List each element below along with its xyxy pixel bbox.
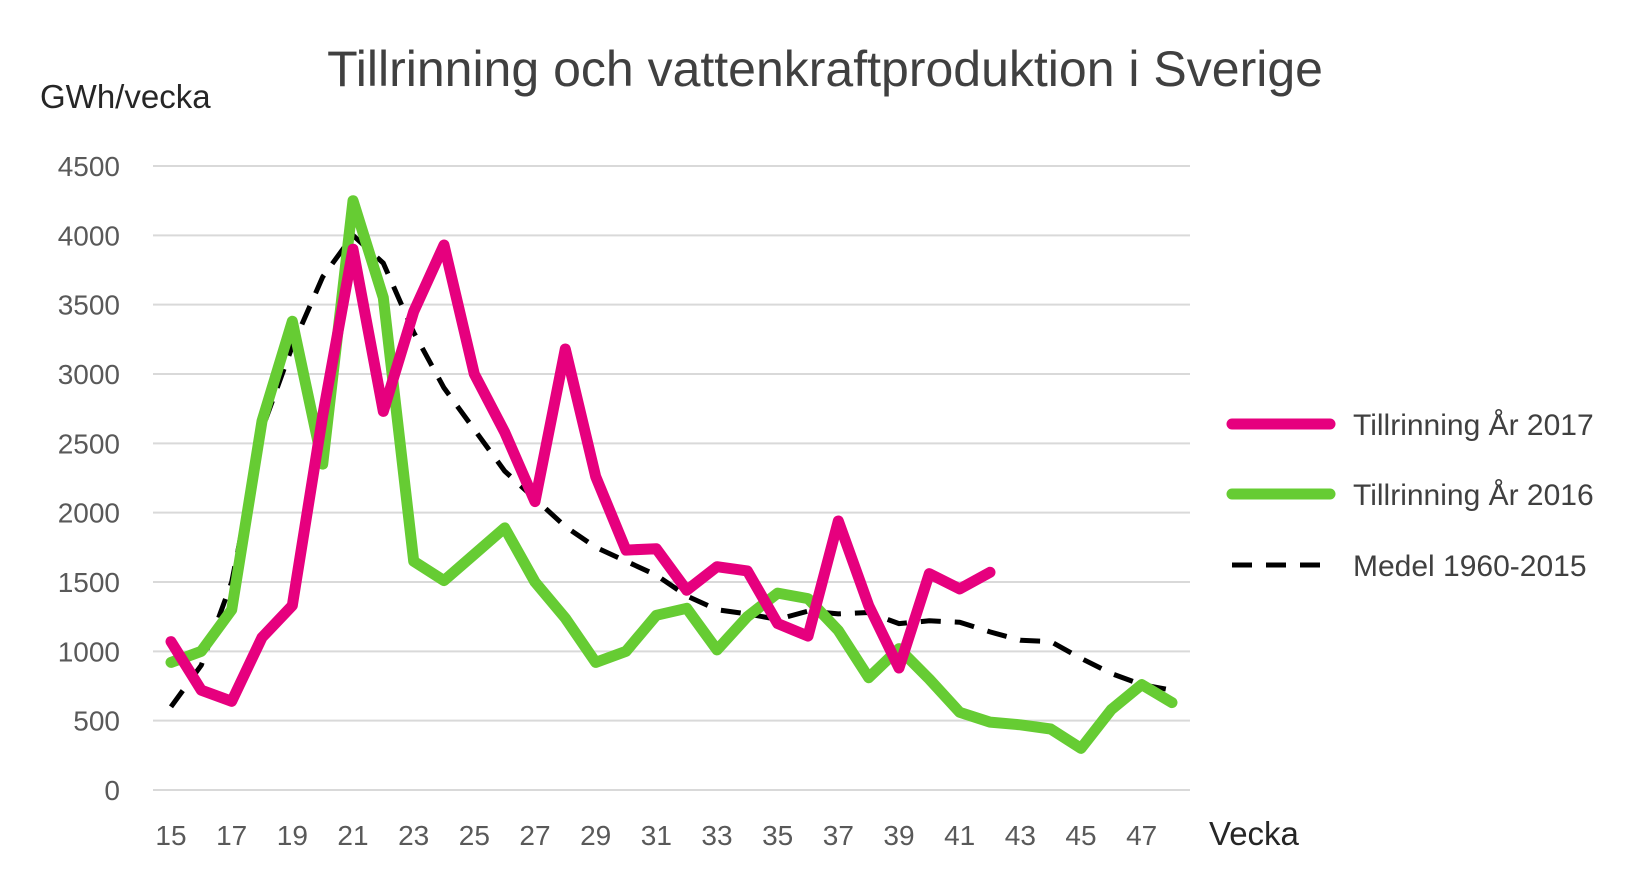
series-lines [165,195,1178,754]
x-tick-label: 39 [883,820,914,851]
y-tick-label: 4000 [58,220,120,251]
x-tick-label: 27 [519,820,550,851]
x-tick-label: 35 [762,820,793,851]
x-tick-label: 25 [459,820,490,851]
legend: Tillrinning År 2017 Tillrinning År 2016 Me… [1226,409,1594,583]
y-tick-label: 4500 [58,151,120,182]
legend-label-0: Tillrinning År 2017 [1353,409,1594,442]
x-tick-label: 41 [944,820,975,851]
y-tick-label: 3500 [58,290,120,321]
x-tick-label: 29 [580,820,611,851]
series-line-0 [165,239,996,707]
legend-label-1: Tillrinning År 2016 [1353,479,1594,512]
y-tick-label: 1500 [58,567,120,598]
x-tick-label: 37 [823,820,854,851]
y-axis-ticks: 0 500 1000 1500 2000 2500 3000 3500 4000 4500 [58,151,120,806]
y-tick-label: 2500 [58,428,120,459]
x-tick-label: 19 [277,820,308,851]
y-tick-label: 2000 [58,498,120,529]
x-tick-label: 43 [1005,820,1036,851]
y-tick-label: 0 [104,775,120,806]
x-axis-ticks: 15 17 19 21 23 25 27 29 31 33 35 37 39 41 43 45 47 [155,820,1157,851]
x-tick-label: 21 [337,820,368,851]
x-axis-label: Vecka [1209,815,1300,852]
legend-label-2: Medel 1960-2015 [1353,550,1587,583]
y-tick-label: 500 [73,706,120,737]
series-line-2 [168,232,1173,709]
x-tick-label: 17 [216,820,247,851]
x-tick-label: 47 [1126,820,1157,851]
chart-title: Tillrinning och vattenkraftproduktion i … [327,41,1323,97]
x-tick-label: 31 [641,820,672,851]
x-tick-label: 45 [1065,820,1096,851]
y-tick-label: 1000 [58,636,120,667]
y-axis-unit-label: GWh/vecka [40,78,211,115]
x-tick-label: 15 [155,820,186,851]
y-tick-label: 3000 [58,359,120,390]
x-tick-label: 33 [701,820,732,851]
x-tick-label: 23 [398,820,429,851]
